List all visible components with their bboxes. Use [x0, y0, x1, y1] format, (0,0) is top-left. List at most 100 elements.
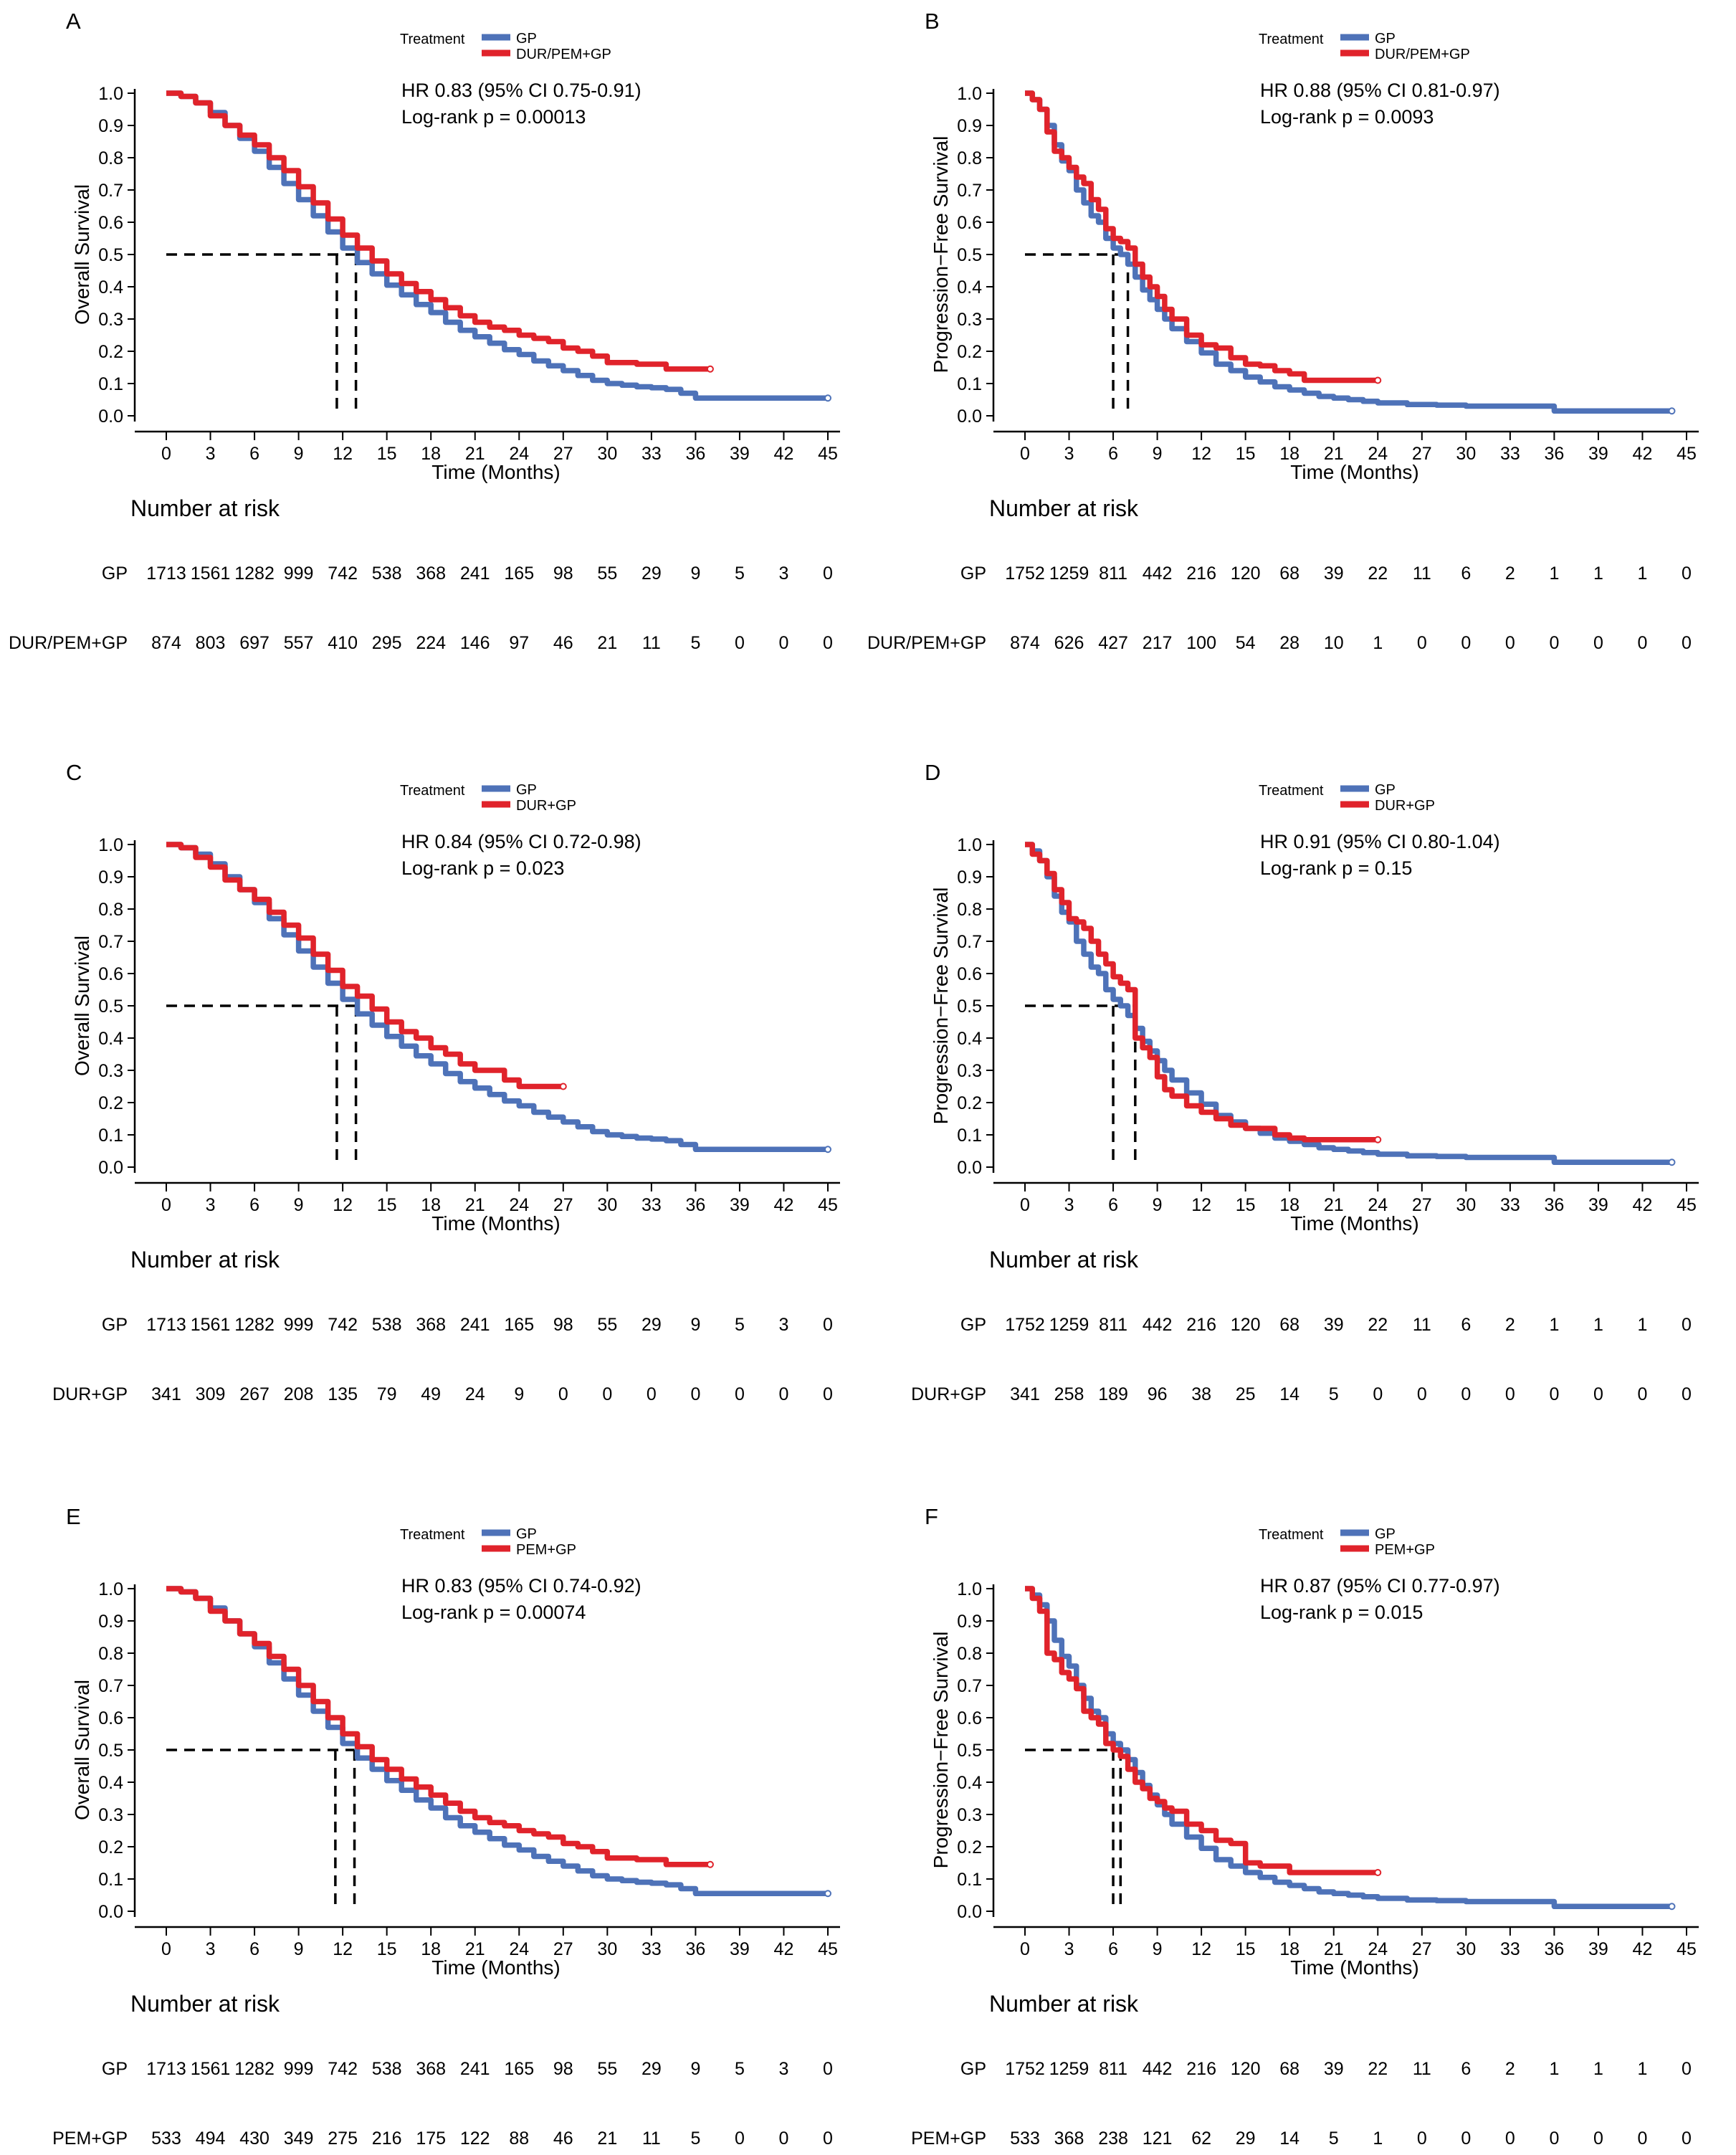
censor-marker — [1374, 376, 1382, 384]
y-tick-label: 0.2 — [957, 1093, 982, 1113]
x-tick-label: 39 — [730, 1195, 750, 1215]
y-tick-label: 0.2 — [98, 1837, 123, 1857]
x-tick-label: 30 — [597, 1939, 617, 1959]
x-tick-label: 3 — [1064, 1939, 1074, 1959]
x-tick-label: 33 — [1500, 1939, 1520, 1959]
risk-count: 9 — [690, 563, 700, 584]
risk-count: 1 — [1549, 2059, 1559, 2079]
panel-label: D — [925, 760, 940, 785]
risk-count: 6 — [1461, 2059, 1471, 2079]
risk-count: 0 — [1549, 1384, 1559, 1404]
risk-count: 88 — [509, 2128, 529, 2149]
x-tick-label: 42 — [1633, 1195, 1653, 1215]
risk-table-title: Number at risk — [989, 495, 1139, 521]
x-axis-title: Time (Months) — [1290, 1956, 1418, 1979]
legend-label: GP — [516, 31, 537, 47]
x-tick-label: 12 — [1191, 444, 1211, 464]
risk-count: 0 — [779, 2128, 789, 2149]
y-tick-label: 0.2 — [957, 1837, 982, 1857]
risk-count: 120 — [1231, 1315, 1261, 1335]
risk-row-label: GP — [960, 2059, 986, 2079]
risk-count: 96 — [1148, 1384, 1168, 1404]
risk-count: 28 — [1279, 633, 1299, 653]
x-tick-label: 6 — [1108, 1195, 1118, 1215]
x-tick-label: 33 — [1500, 1195, 1520, 1215]
risk-count: 14 — [1279, 2128, 1299, 2149]
risk-table-title: Number at risk — [130, 1247, 280, 1272]
risk-count: 1259 — [1049, 563, 1089, 584]
risk-count: 410 — [328, 633, 358, 653]
risk-count: 0 — [1461, 2128, 1471, 2149]
y-tick-label: 0.4 — [957, 1773, 982, 1793]
x-tick-label: 27 — [1412, 1195, 1432, 1215]
risk-count: 1561 — [191, 2059, 231, 2079]
y-tick-label: 0.7 — [957, 1676, 982, 1696]
risk-count: 349 — [284, 2128, 314, 2149]
y-tick-label: 0.7 — [98, 181, 123, 201]
x-tick-label: 6 — [249, 1195, 259, 1215]
risk-count: 5 — [690, 2128, 700, 2149]
x-tick-label: 0 — [161, 1939, 171, 1959]
survival-curve-comparator — [166, 842, 563, 1090]
risk-count: 1282 — [234, 563, 275, 584]
risk-count: 0 — [823, 1315, 833, 1335]
risk-count: 803 — [196, 633, 226, 653]
x-tick-label: 0 — [161, 444, 171, 464]
risk-count: 38 — [1191, 1384, 1211, 1404]
risk-count: 0 — [1549, 633, 1559, 653]
risk-table-title: Number at risk — [130, 495, 280, 521]
risk-count: 217 — [1143, 633, 1173, 653]
risk-count: 742 — [328, 1315, 358, 1335]
x-tick-label: 24 — [1368, 1939, 1388, 1959]
risk-count: 3 — [779, 2059, 789, 2079]
survival-curve-gp — [166, 842, 828, 1153]
risk-count: 39 — [1324, 2059, 1344, 2079]
x-axis-title: Time (Months) — [431, 1212, 560, 1235]
y-tick-label: 0.4 — [98, 1029, 123, 1049]
y-tick-label: 0.3 — [957, 1061, 982, 1081]
x-tick-label: 12 — [333, 444, 353, 464]
y-tick-label: 0.0 — [98, 406, 123, 427]
risk-count: 0 — [1682, 563, 1692, 584]
risk-count: 216 — [1186, 563, 1216, 584]
risk-count: 122 — [460, 2128, 490, 2149]
y-tick-label: 0.4 — [98, 277, 123, 298]
survival-curve-comparator — [1025, 90, 1378, 384]
x-tick-label: 21 — [465, 1939, 485, 1959]
x-tick-label: 36 — [685, 444, 705, 464]
risk-count: 5 — [735, 1315, 745, 1335]
y-tick-label: 0.3 — [98, 1061, 123, 1081]
risk-count: 216 — [372, 2128, 402, 2149]
y-tick-label: 1.0 — [98, 84, 123, 104]
x-tick-label: 18 — [1279, 444, 1299, 464]
y-tick-label: 0.0 — [98, 1158, 123, 1178]
y-tick-label: 0.3 — [98, 1805, 123, 1825]
x-tick-label: 9 — [294, 1939, 304, 1959]
risk-count: 241 — [460, 1315, 490, 1335]
censor-marker — [559, 1083, 567, 1090]
risk-count: 2 — [1505, 563, 1515, 584]
x-tick-label: 15 — [377, 444, 397, 464]
y-tick-label: 0.9 — [98, 867, 123, 888]
x-tick-label: 24 — [1368, 444, 1388, 464]
risk-count: 368 — [416, 563, 446, 584]
x-tick-label: 18 — [421, 1195, 441, 1215]
y-tick-label: 0.6 — [98, 213, 123, 233]
y-tick-label: 0.1 — [98, 374, 123, 394]
censor-marker — [706, 365, 714, 373]
risk-table-title: Number at risk — [130, 1991, 280, 2017]
y-tick-label: 0.9 — [98, 1612, 123, 1632]
y-tick-label: 0.8 — [957, 148, 982, 168]
y-tick-label: 0.5 — [957, 996, 982, 1017]
risk-count: 1 — [1549, 563, 1559, 584]
y-tick-label: 1.0 — [957, 84, 982, 104]
survival-curve-gp — [166, 1586, 828, 1897]
risk-count: 55 — [597, 563, 617, 584]
risk-count: 62 — [1191, 2128, 1211, 2149]
x-axis-title: Time (Months) — [431, 1956, 560, 1979]
risk-count: 0 — [1417, 2128, 1427, 2149]
x-tick-label: 27 — [1412, 1939, 1432, 1959]
risk-count: 0 — [1682, 633, 1692, 653]
